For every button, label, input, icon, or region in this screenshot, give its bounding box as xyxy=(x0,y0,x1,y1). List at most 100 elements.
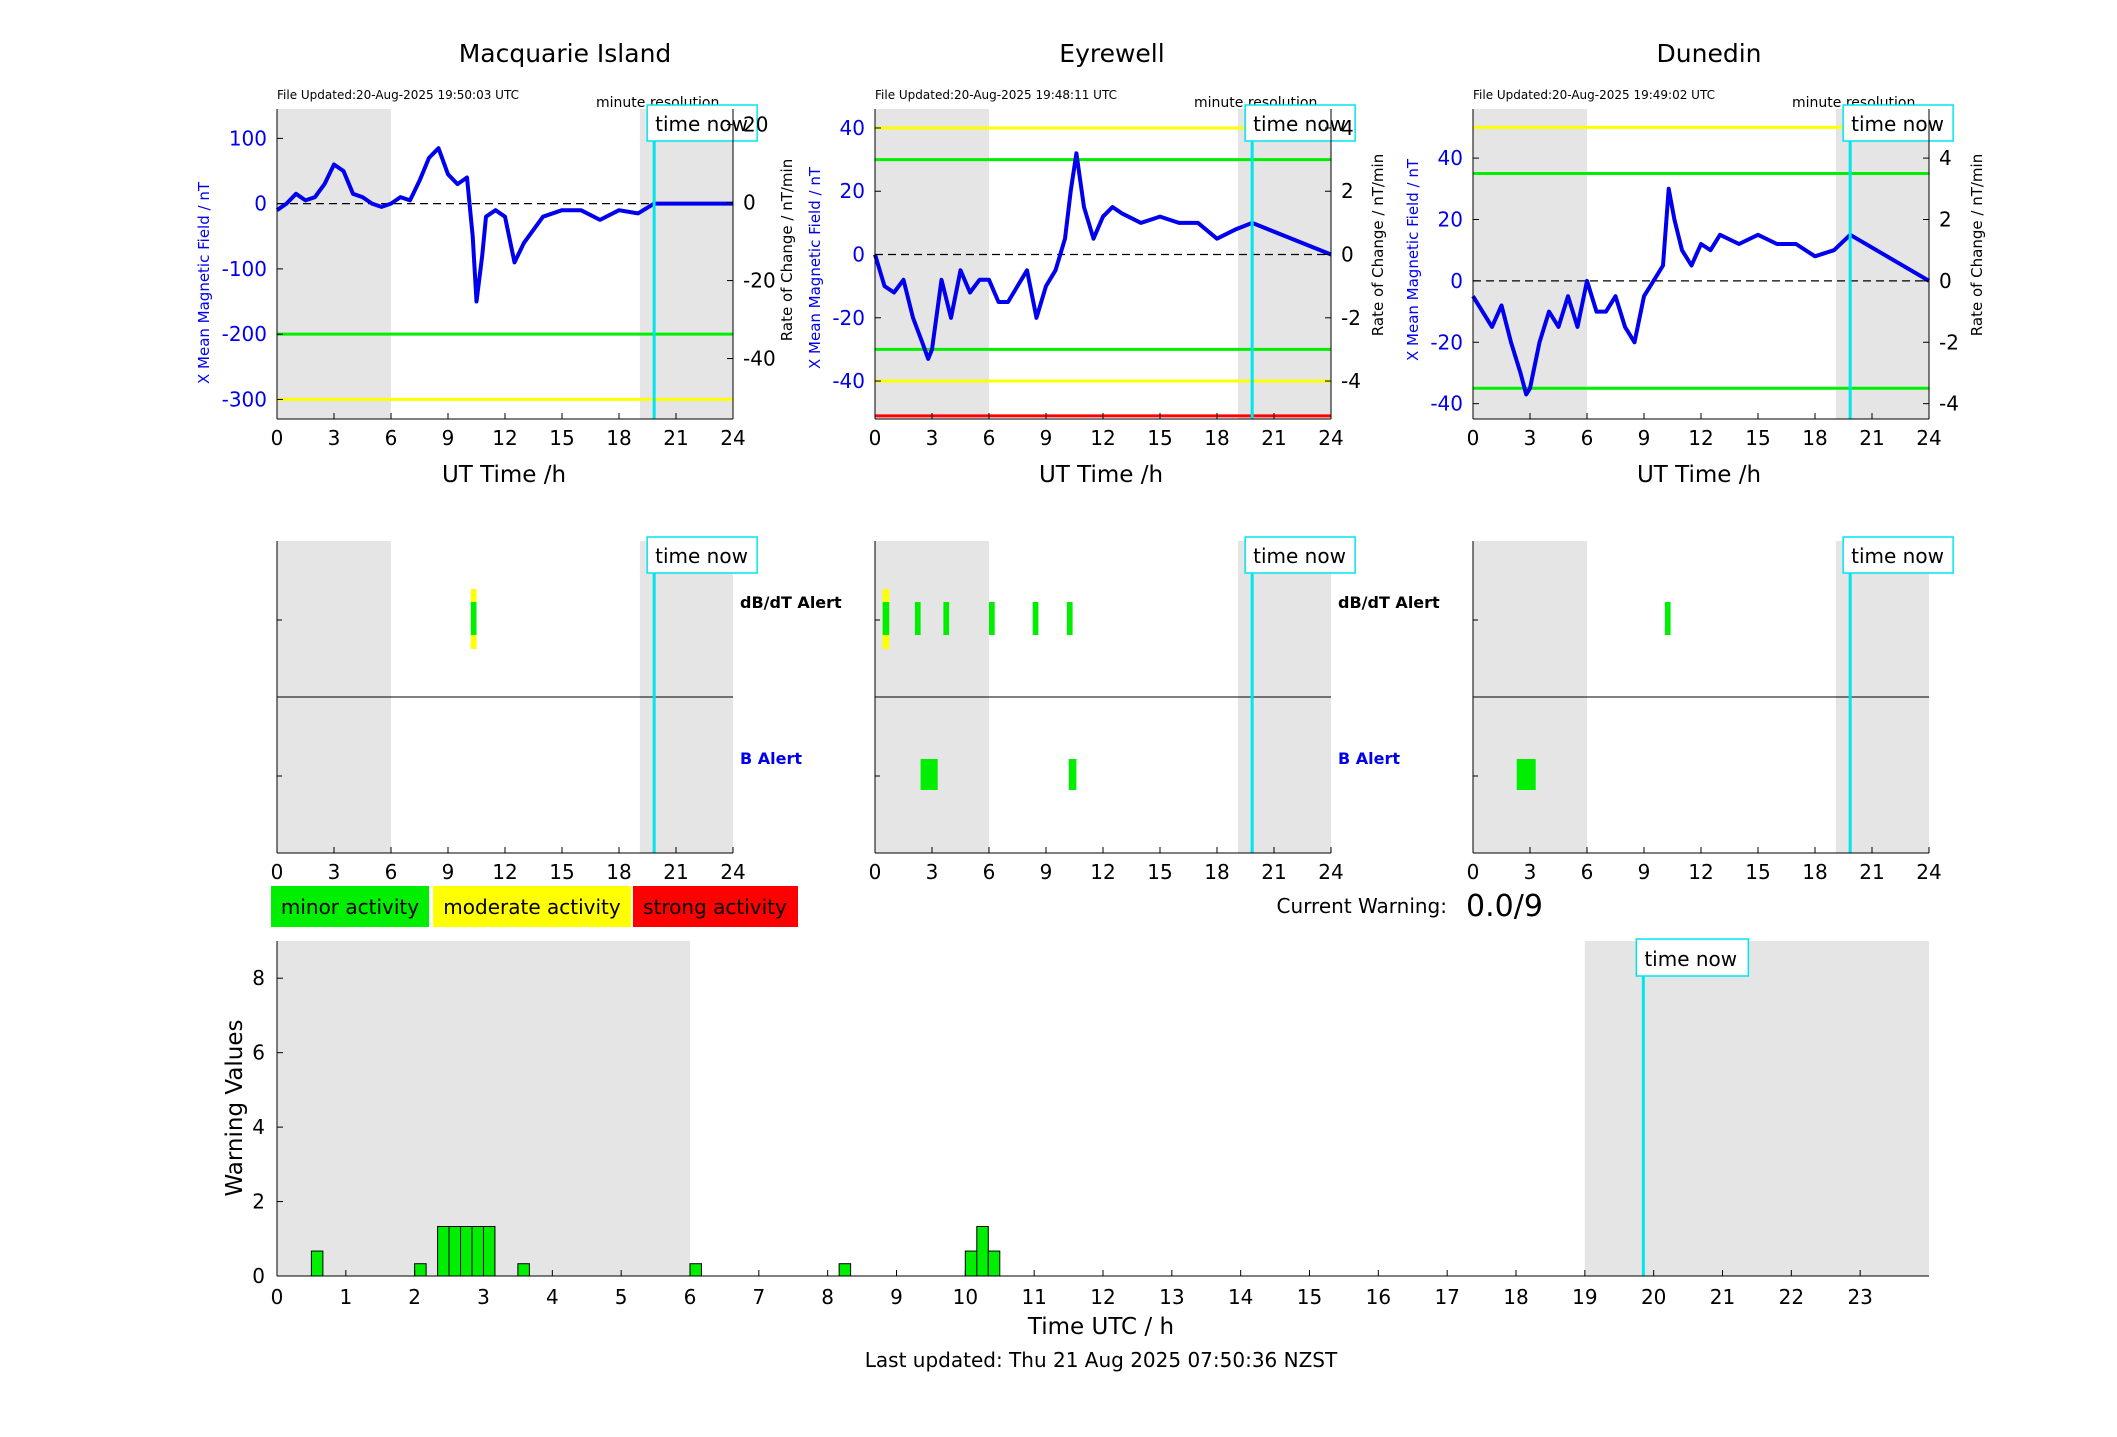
alert-x-tick-label: 18 xyxy=(606,860,631,884)
current-warning: Current Warning: 0.0/9 xyxy=(1277,889,1543,924)
x-tick-label: 21 xyxy=(663,426,688,450)
right-tick-label: -2 xyxy=(1939,330,1959,354)
x-tick-label: 12 xyxy=(1688,426,1713,450)
left-tick-label: 100 xyxy=(229,126,267,150)
x-tick-label: 9 xyxy=(1040,426,1053,450)
alert-time-now-label: time now xyxy=(1851,544,1944,568)
x-tick-label: 0 xyxy=(271,426,284,450)
time-now-label: time now xyxy=(1851,112,1944,136)
time-now-label: time now xyxy=(1253,112,1346,136)
x-tick-label: 21 xyxy=(1859,426,1884,450)
legend-strong-swatch xyxy=(633,886,798,927)
warning-y-tick-label: 2 xyxy=(252,1190,265,1214)
warning-y-tick-label: 6 xyxy=(252,1041,265,1065)
left-tick-label: -20 xyxy=(1430,330,1463,354)
right-tick-label: 2 xyxy=(1939,207,1952,231)
x-tick-label: 3 xyxy=(328,426,341,450)
alert-panel-eyrewell: time now 0 3 6 9 12 15 18 21 24 xyxy=(869,536,1356,884)
warning-bar xyxy=(964,1250,978,1277)
warning-bar xyxy=(437,1225,450,1277)
dbdt-alert-mark xyxy=(943,602,950,635)
station-title-dunedin: Dunedin xyxy=(1657,39,1762,68)
field-series-line xyxy=(1471,186,1931,397)
station-titles: Macquarie Island Eyrewell Dunedin xyxy=(459,39,1762,68)
x-tick-label: 6 xyxy=(1581,426,1594,450)
alert-x-tick-label: 9 xyxy=(1040,860,1053,884)
legend-moderate-swatch xyxy=(433,886,631,927)
warning-bar xyxy=(517,1263,530,1277)
warning-x-tick-label: 12 xyxy=(1090,1285,1115,1309)
alert-x-tick-label: 3 xyxy=(1524,860,1537,884)
left-tick-label: 40 xyxy=(840,116,865,140)
x-tick-label: 15 xyxy=(1147,426,1172,450)
left-tick-label: -100 xyxy=(222,257,267,281)
x-tick-label: 6 xyxy=(983,426,996,450)
time-now-box xyxy=(1842,104,1954,142)
x-tick-label: 15 xyxy=(549,426,574,450)
night-shade xyxy=(277,109,391,419)
alert-time-now-label: time now xyxy=(1253,544,1346,568)
field-series-line xyxy=(873,151,1332,361)
alert-x-tick-label: 3 xyxy=(926,860,939,884)
file-updated-labels: File Updated:20-Aug-2025 19:50:03 UTC Fi… xyxy=(277,88,1715,102)
left-tick-label: 20 xyxy=(1438,207,1463,231)
file-updated-dunedin: File Updated:20-Aug-2025 19:49:02 UTC xyxy=(1473,88,1715,102)
dbdt-alert-mark xyxy=(1066,602,1073,635)
bottom-ylabel: Warning Values xyxy=(222,1019,248,1196)
x-tick-label: 3 xyxy=(926,426,939,450)
warning-x-tick-label: 0 xyxy=(271,1285,284,1309)
warning-bar xyxy=(482,1225,496,1277)
alert-x-tick-label: 24 xyxy=(720,860,745,884)
x-tick-label: 9 xyxy=(1638,426,1651,450)
x-tick-label: 15 xyxy=(1745,426,1770,450)
x-tick-label: 12 xyxy=(492,426,517,450)
right-tick-label: 20 xyxy=(743,113,768,137)
warning-x-tick-label: 3 xyxy=(477,1285,490,1309)
warning-bar xyxy=(448,1225,462,1277)
alert-x-tick-label: 12 xyxy=(1688,860,1713,884)
left-tick-label: 40 xyxy=(1438,146,1463,170)
file-updated-eyrewell: File Updated:20-Aug-2025 19:48:11 UTC xyxy=(875,88,1117,102)
warning-x-tick-label: 13 xyxy=(1159,1285,1184,1309)
x-tick-label: 18 xyxy=(1204,426,1229,450)
night-shade xyxy=(875,109,989,419)
b-alert-label-1: B Alert xyxy=(740,749,802,768)
alert-panel-macquarie: time now 0 3 6 9 12 15 18 21 24 xyxy=(271,536,758,884)
xlabel-eyrewell: UT Time /h xyxy=(1039,462,1163,488)
alert-x-tick-label: 24 xyxy=(1916,860,1941,884)
legend-minor-label: minor activity xyxy=(281,895,419,919)
b-alert-mark xyxy=(920,759,938,790)
left-tick-label: 0 xyxy=(1450,269,1463,293)
left-tick-label: 0 xyxy=(852,243,865,267)
warning-x-tick-label: 20 xyxy=(1641,1285,1666,1309)
warning-bar xyxy=(460,1225,473,1277)
warning-y-tick-label: 8 xyxy=(252,966,265,990)
warning-bar xyxy=(976,1225,989,1277)
dbdt-alert-mark xyxy=(1032,602,1039,635)
top-x-axis-labels: UT Time /h UT Time /h UT Time /h xyxy=(442,462,1761,488)
time-now-box xyxy=(1244,104,1356,142)
dbdt-alert-mark-minor xyxy=(470,602,477,635)
y-axis-labels: X Mean Magnetic Field / nT X Mean Magnet… xyxy=(195,154,1986,384)
warning-x-tick-label: 5 xyxy=(615,1285,628,1309)
alert-x-tick-label: 24 xyxy=(1318,860,1343,884)
b-alert-mark xyxy=(1068,759,1077,790)
ylabel-right-dunedin: Rate of Change / nT/min xyxy=(1968,154,1986,336)
warning-bar xyxy=(689,1263,702,1277)
warning-x-tick-label: 9 xyxy=(890,1285,903,1309)
warning-night-shade xyxy=(1584,941,1929,1276)
x-tick-label: 24 xyxy=(1916,426,1941,450)
warning-x-tick-label: 15 xyxy=(1297,1285,1322,1309)
warning-y-tick-label: 4 xyxy=(252,1115,265,1139)
x-tick-label: 6 xyxy=(385,426,398,450)
ylabel-right-eyrewell-2: Rate of Change / nT/min xyxy=(1369,154,1387,336)
warning-bar xyxy=(310,1250,324,1277)
alert-x-tick-label: 3 xyxy=(328,860,341,884)
alert-x-tick-label: 0 xyxy=(869,860,882,884)
ylabel-left-eyrewell: X Mean Magnetic Field / nT xyxy=(806,166,824,369)
legend-minor-swatch xyxy=(271,886,429,927)
